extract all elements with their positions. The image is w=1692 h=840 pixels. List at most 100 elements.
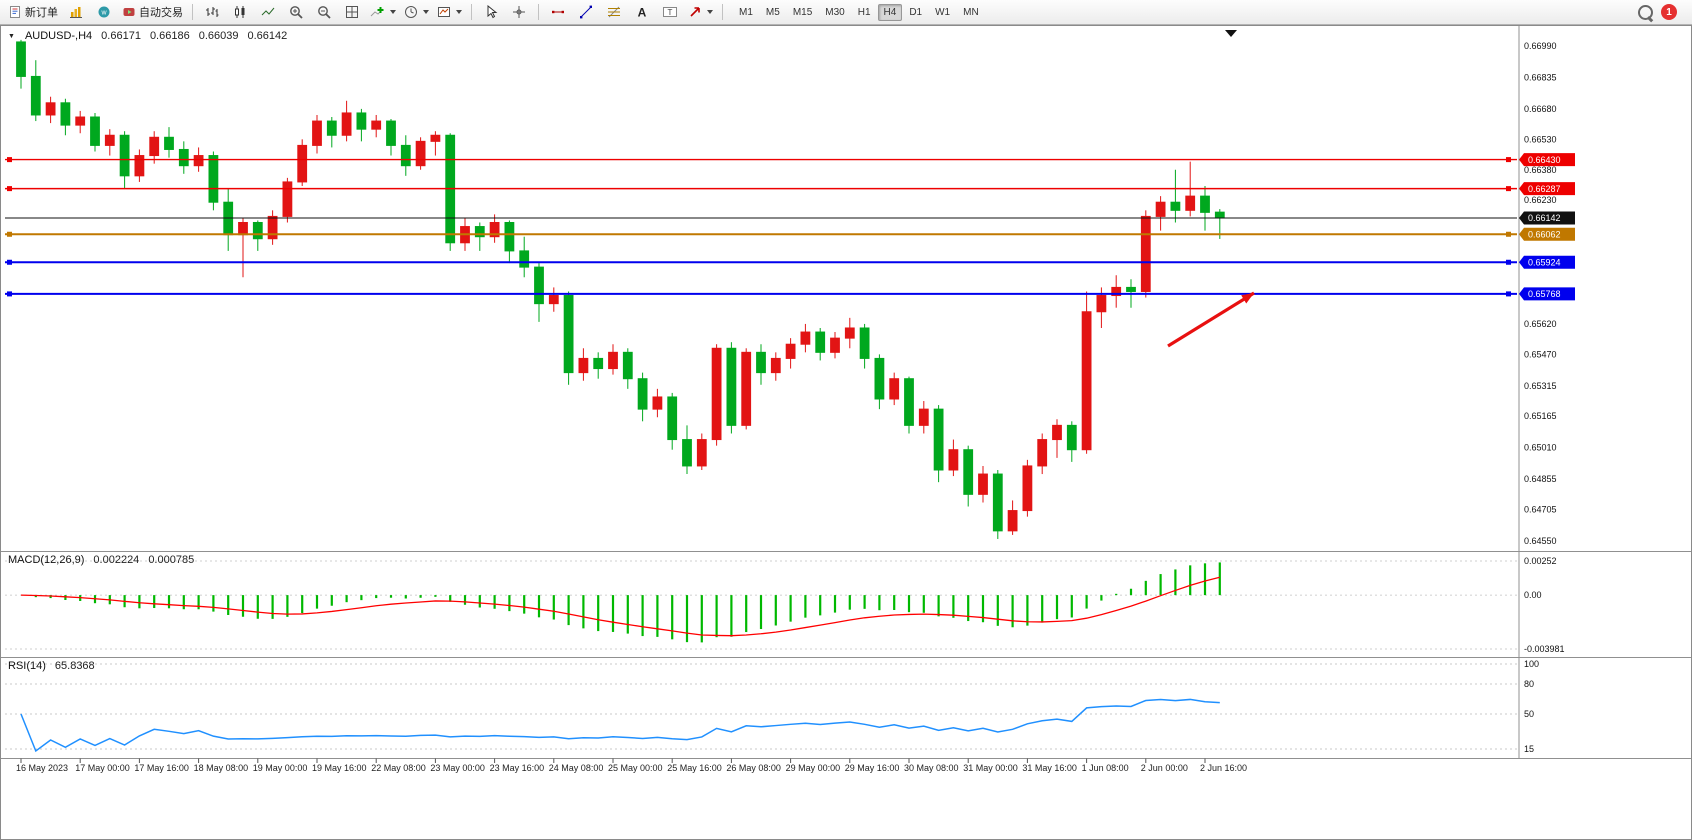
ohlc-close: 0.66142 <box>247 30 288 42</box>
svg-text:29 May 16:00: 29 May 16:00 <box>845 763 900 773</box>
chart-shift-marker-icon[interactable] <box>1225 30 1237 37</box>
svg-text:23 May 16:00: 23 May 16:00 <box>490 763 545 773</box>
bar-chart-icon <box>69 5 83 19</box>
crosshair-button[interactable] <box>506 2 532 22</box>
timeframe-group: M1 M5 M15 M30 H1 H4 D1 W1 MN <box>733 3 985 21</box>
svg-text:26 May 08:00: 26 May 08:00 <box>726 763 781 773</box>
svg-text:0.66230: 0.66230 <box>1524 195 1557 205</box>
auto-trading-button[interactable]: 自动交易 <box>119 2 186 22</box>
price-label-support <box>1519 255 1575 269</box>
indicators-button[interactable] <box>367 2 399 22</box>
svg-text:1 Jun 08:00: 1 Jun 08:00 <box>1082 763 1129 773</box>
svg-text:0.66142: 0.66142 <box>1528 213 1561 223</box>
template-chart-icon <box>437 5 451 19</box>
cursor-button[interactable] <box>478 2 504 22</box>
search-icon[interactable] <box>1638 4 1653 20</box>
macd-title: MACD(12,26,9) <box>8 554 85 566</box>
horizontal-line-icon <box>551 5 565 19</box>
notification-badge[interactable]: 1 <box>1661 4 1677 20</box>
text-label-icon: T <box>662 5 678 19</box>
fibonacci-tool-button[interactable] <box>601 2 627 22</box>
toolbar-separator <box>722 4 723 20</box>
svg-text:2 Jun 00:00: 2 Jun 00:00 <box>1141 763 1188 773</box>
toolbar-separator <box>471 4 472 20</box>
svg-text:15: 15 <box>1524 744 1534 754</box>
svg-text:0.66835: 0.66835 <box>1524 72 1557 82</box>
timeframe-button-mn[interactable]: MN <box>963 6 979 18</box>
svg-text:0.65470: 0.65470 <box>1524 349 1557 359</box>
svg-text:2 Jun 16:00: 2 Jun 16:00 <box>1200 763 1247 773</box>
new-order-button[interactable]: 新订单 <box>5 2 61 22</box>
price-label-level <box>1519 227 1575 241</box>
rsi-layer <box>20 698 1220 753</box>
chart-window: 0.66990 0.66835 0.66680 0.66530 0.66380 0.662… <box>0 25 1692 840</box>
timeframe-button-m1[interactable]: M1 <box>739 6 753 18</box>
arrow-annotation-layer <box>1167 291 1255 348</box>
svg-text:0.65620: 0.65620 <box>1524 319 1557 329</box>
macd-layer <box>20 562 1221 643</box>
timeframe-button-m30[interactable]: M30 <box>825 6 845 18</box>
timeframe-button-d1[interactable]: D1 <box>909 6 923 18</box>
profiles-button[interactable]: w <box>91 2 117 22</box>
text-label-tool-button[interactable]: T <box>657 2 683 22</box>
new-order-icon <box>8 5 22 19</box>
templates-button[interactable] <box>434 2 465 22</box>
svg-text:T: T <box>668 8 673 17</box>
candlestick-mode-button[interactable] <box>227 2 253 22</box>
hlines-layer <box>5 157 1517 297</box>
ohlc-bars-button[interactable] <box>199 2 225 22</box>
arrow-tool-icon <box>688 5 702 19</box>
price-axis-layer: 0.66990 0.66835 0.66680 0.66530 0.66380 0.662… <box>1524 41 1565 754</box>
svg-text:0.66430: 0.66430 <box>1528 155 1561 165</box>
chevron-down-icon <box>390 10 396 14</box>
zoom-out-button[interactable] <box>311 2 337 22</box>
price-chart-canvas[interactable]: 0.66990 0.66835 0.66680 0.66530 0.66380 0.662… <box>1 26 1691 839</box>
timeframe-button-h1[interactable]: H1 <box>857 6 871 18</box>
line-chart-button[interactable] <box>255 2 281 22</box>
timeframe-button-m5[interactable]: M5 <box>765 6 780 18</box>
periods-button[interactable] <box>401 2 432 22</box>
toolbar-right-group: 1 <box>1638 4 1687 20</box>
trendline-tool-button[interactable] <box>573 2 599 22</box>
svg-text:0.66680: 0.66680 <box>1524 104 1557 114</box>
toolbar-separator <box>192 4 193 20</box>
tile-windows-button[interactable] <box>339 2 365 22</box>
price-labels-layer: 0.66430 0.66287 0.66142 0.66062 0.65924 0.657… <box>1519 153 1575 301</box>
timeframe-button-h4[interactable]: H4 <box>877 3 903 21</box>
svg-text:29 May 00:00: 29 May 00:00 <box>786 763 841 773</box>
candles-layer <box>16 39 1225 539</box>
new-order-label: 新订单 <box>25 7 58 19</box>
symbol-period-label: AUDUSD-,H4 <box>24 30 93 42</box>
auto-trading-label: 自动交易 <box>139 7 183 19</box>
chevron-down-icon <box>423 10 429 14</box>
main-toolbar: 新订单 w 自动交易 A T M1 M5 M15 M30 H1 H4 D1 W1 MN <box>0 0 1692 25</box>
trend-arrow[interactable] <box>1167 291 1255 348</box>
horizontal-line-tool-button[interactable] <box>545 2 571 22</box>
timeframe-button-m15[interactable]: M15 <box>792 6 813 18</box>
pane-frame-layer <box>1 26 1691 759</box>
chevron-down-icon <box>456 10 462 14</box>
new-chart-button[interactable] <box>63 2 89 22</box>
svg-text:25 May 00:00: 25 May 00:00 <box>608 763 663 773</box>
rsi-value: 65.8368 <box>54 660 95 672</box>
svg-text:22 May 08:00: 22 May 08:00 <box>371 763 426 773</box>
zoom-in-button[interactable] <box>283 2 309 22</box>
svg-text:23 May 00:00: 23 May 00:00 <box>430 763 485 773</box>
candlestick-icon <box>233 5 247 19</box>
rsi-pane-header: RSI(14) 65.8368 <box>8 660 95 672</box>
auto-trading-icon <box>122 5 136 19</box>
svg-text:17 May 00:00: 17 May 00:00 <box>75 763 130 773</box>
arrows-tool-button[interactable] <box>685 2 716 22</box>
svg-text:17 May 16:00: 17 May 16:00 <box>134 763 189 773</box>
svg-text:24 May 08:00: 24 May 08:00 <box>549 763 604 773</box>
svg-text:31 May 00:00: 31 May 00:00 <box>963 763 1018 773</box>
symbol-dropdown-icon[interactable]: ▼ <box>8 32 15 40</box>
profiles-icon: w <box>97 5 111 19</box>
timeframe-button-w1[interactable]: W1 <box>935 6 951 18</box>
svg-text:0.64855: 0.64855 <box>1524 474 1557 484</box>
time-axis-layer: 16 May 2023 17 May 00:00 17 May 16:00 18 Ma… <box>16 758 1247 773</box>
crosshair-icon <box>512 5 526 19</box>
text-tool-button[interactable]: A <box>629 2 655 22</box>
svg-text:0.65924: 0.65924 <box>1528 257 1561 267</box>
svg-text:w: w <box>100 10 107 17</box>
